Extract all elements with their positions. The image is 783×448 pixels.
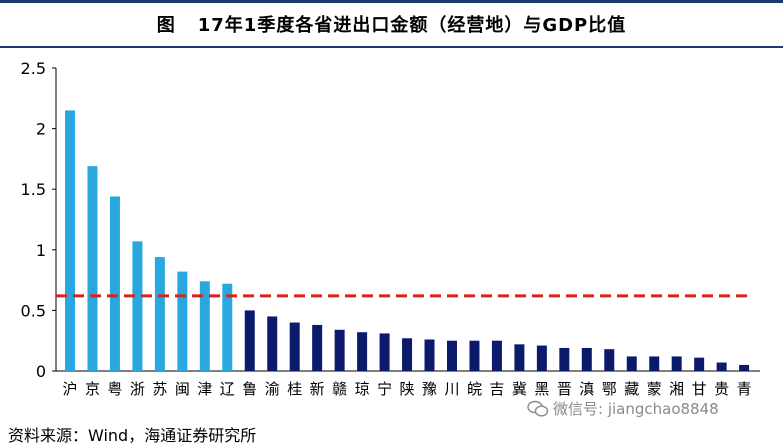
bar-蒙 — [649, 356, 660, 371]
bar-宁 — [379, 333, 390, 371]
bar-川 — [446, 340, 457, 371]
bar-豫 — [424, 339, 435, 371]
bar-贵 — [716, 362, 727, 371]
x-tick-label: 津 — [197, 380, 212, 398]
x-tick-label: 浙 — [130, 380, 145, 398]
x-tick-label: 晋 — [557, 380, 572, 398]
y-tick-label: 0.5 — [21, 301, 46, 320]
x-tick-label: 蒙 — [647, 380, 662, 398]
watermark-text: 微信号: jiangchao8848 — [553, 400, 719, 418]
x-tick-label: 吉 — [489, 380, 504, 398]
x-tick-label: 滇 — [579, 380, 594, 398]
y-tick-label: 2 — [36, 120, 46, 139]
x-tick-label: 新 — [310, 380, 325, 398]
x-tick-label: 贵 — [714, 380, 729, 398]
x-tick-label: 皖 — [467, 380, 482, 398]
x-tick-label: 沪 — [62, 380, 77, 398]
bar-吉 — [491, 340, 502, 371]
bar-陕 — [402, 338, 413, 371]
x-tick-label: 京 — [85, 380, 100, 398]
x-tick-label: 湘 — [669, 380, 684, 398]
bar-京 — [87, 166, 98, 371]
x-tick-label: 苏 — [152, 380, 167, 398]
source-note: 资料来源：Wind，海通证券研究所 — [8, 426, 257, 445]
bar-苏 — [154, 257, 165, 371]
bar-湘 — [671, 356, 682, 371]
y-tick-label: 1.5 — [21, 180, 46, 199]
bar-chart: 0 0.5 1 1.5 2 2.5 沪京粤浙苏闽津辽鲁渝桂新赣琼宁陕豫川皖吉冀黑晋滇鄂藏蒙湘… — [21, 59, 760, 398]
bar-青 — [739, 364, 750, 371]
watermark: 微信号: jiangchao8848 — [527, 398, 719, 419]
x-tick-label: 陕 — [400, 380, 415, 398]
x-tick-label: 闽 — [175, 380, 190, 398]
bar-藏 — [626, 356, 637, 371]
bar-冀 — [514, 344, 525, 371]
x-tick-label: 宁 — [377, 380, 392, 398]
bar-津 — [199, 281, 210, 371]
bar-渝 — [267, 316, 278, 371]
bar-桂 — [289, 322, 300, 371]
figure-label: 图 — [156, 15, 176, 36]
bar-甘 — [694, 357, 705, 371]
bar-沪 — [65, 110, 75, 372]
x-tick-label: 赣 — [332, 380, 347, 398]
x-tick-label: 藏 — [624, 380, 639, 398]
bar-鲁 — [244, 310, 255, 371]
x-tick-label: 冀 — [512, 380, 527, 398]
x-tick-label: 川 — [444, 380, 459, 398]
y-tick-label: 0 — [36, 362, 46, 381]
bar-闽 — [177, 271, 188, 371]
wechat-icon — [527, 400, 549, 417]
title-bar: 图 17年1季度各省进出口金额（经营地）与GDP比值 — [0, 0, 783, 48]
bar-琼 — [357, 332, 368, 371]
bar-赣 — [334, 329, 345, 371]
x-tick-label: 辽 — [220, 380, 235, 398]
bar-鄂 — [604, 349, 615, 371]
bar-皖 — [469, 340, 480, 371]
bar-粤 — [109, 196, 120, 371]
x-tick-label: 豫 — [422, 380, 437, 398]
x-tick-label: 鲁 — [242, 380, 257, 398]
title-text: 17年1季度各省进出口金额（经营地）与GDP比值 — [197, 15, 627, 36]
bar-浙 — [132, 241, 143, 371]
x-tick-label: 粤 — [107, 380, 122, 398]
bar-新 — [312, 324, 323, 371]
y-tick-label: 2.5 — [21, 59, 46, 78]
x-tick-label: 渝 — [265, 380, 280, 398]
x-tick-label: 鄂 — [602, 380, 617, 398]
x-tick-label: 琼 — [355, 380, 370, 398]
bar-滇 — [581, 347, 592, 371]
bar-黑 — [536, 345, 547, 371]
y-tick-label: 1 — [36, 241, 46, 260]
chart-title: 图 17年1季度各省进出口金额（经营地）与GDP比值 — [0, 11, 783, 37]
bar-晋 — [559, 347, 570, 371]
x-tick-label: 青 — [737, 380, 752, 398]
x-tick-label: 甘 — [692, 380, 707, 398]
x-tick-label: 桂 — [287, 380, 302, 398]
x-tick-label: 黑 — [534, 380, 549, 398]
bar-辽 — [222, 283, 233, 371]
